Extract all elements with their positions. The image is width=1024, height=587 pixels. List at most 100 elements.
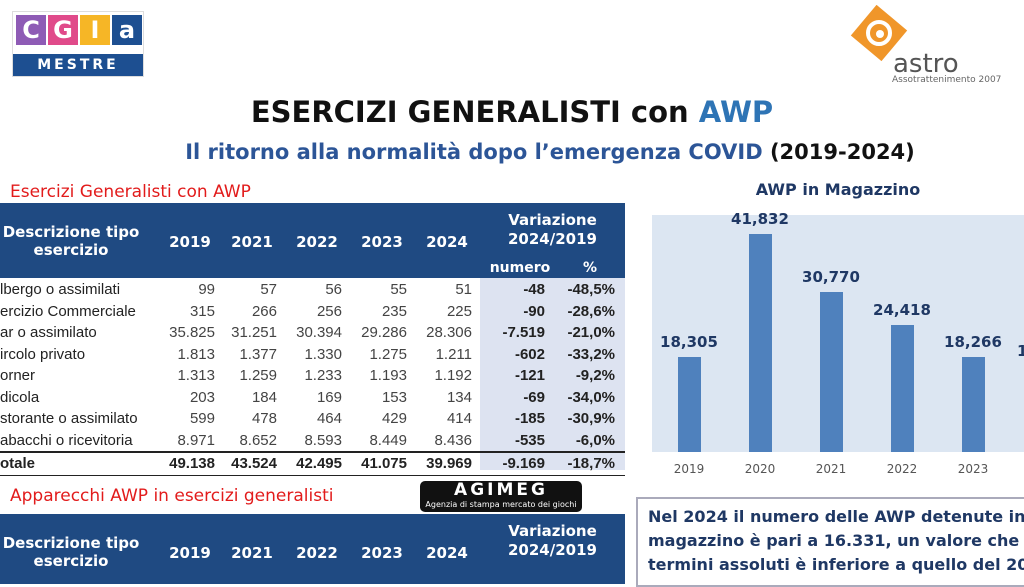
cell-value: 414 — [446, 410, 472, 427]
variation-percent: -30,9% — [567, 410, 615, 427]
cell-value: 1.330 — [304, 345, 342, 363]
cell-value: 153 — [381, 388, 407, 406]
cell-value: 203 — [189, 388, 215, 406]
variation-number: -121 — [514, 367, 545, 384]
cell-value: 43.524 — [231, 455, 277, 472]
astro-logo: astro Assotrattenimento 2007 — [845, 5, 1024, 85]
table-row: ircolo privato 1.813 1.377 1.330 1.275 1.211 -… — [0, 344, 625, 366]
cell-value: 1.275 — [369, 345, 407, 363]
variation-number: -535 — [514, 431, 545, 449]
year-header: 2019 — [169, 544, 211, 562]
variation-number: -7.519 — [502, 324, 545, 341]
variation-number: -69 — [523, 388, 545, 406]
bar-label: 18,305 — [660, 332, 718, 351]
bar-2023 — [962, 356, 985, 452]
cell-value: 35.825 — [169, 324, 215, 341]
cell-value: 169 — [316, 388, 342, 406]
cell-value: 1.192 — [434, 367, 472, 384]
variation-number: -185 — [514, 410, 545, 427]
bar-label: 41,832 — [731, 210, 789, 228]
year-header: 2023 — [361, 233, 403, 251]
cell-value: 429 — [381, 410, 407, 427]
cell-value: 8.449 — [369, 431, 407, 449]
table1-title: Esercizi Generalisti con AWP — [10, 182, 251, 202]
row-label: abacchi o ricevitoria — [0, 431, 133, 449]
total-row: otale 49.138 43.524 42.495 41.075 39.969 -9.16… — [0, 451, 625, 476]
cell-value: 55 — [390, 281, 407, 298]
cell-value: 56 — [325, 281, 342, 298]
variation-number: -602 — [514, 345, 545, 363]
page-title: ESERCIZI GENERALISTI con AWP — [250, 95, 774, 129]
cell-value: 8.436 — [434, 431, 472, 449]
bar-label: 30,770 — [802, 267, 860, 286]
variation-percent: -34,0% — [567, 388, 615, 406]
year-header: 2024 — [426, 233, 468, 251]
table2-title: Apparecchi AWP in esercizi generalisti — [10, 486, 334, 506]
cell-value: 39.969 — [426, 455, 472, 472]
bar-label: 24,418 — [873, 300, 931, 319]
variation-percent: -33,2% — [567, 345, 615, 363]
cell-value: 266 — [251, 302, 277, 320]
row-label: dicola — [0, 388, 40, 406]
cell-value: 1.193 — [369, 367, 407, 384]
bar-label-partial: 1 — [1017, 342, 1024, 360]
cell-value: 256 — [316, 302, 342, 320]
cell-value: 1.233 — [304, 367, 342, 384]
page-subtitle: Il ritorno alla normalità dopo l’emergen… — [185, 140, 915, 164]
table-row: lbergo o assimilati 99 57 56 55 51 -48 -48,5% — [0, 279, 625, 301]
table1-header: Descrizione tipo esercizio Variazione 20… — [0, 203, 625, 278]
cell-value: 8.971 — [177, 431, 215, 449]
row-label: lbergo o assimilati — [0, 281, 121, 298]
year-header: 2024 — [426, 544, 468, 562]
variation-percent: -9,2% — [575, 367, 615, 384]
note-box: Nel 2024 il numero delle AWP detenute in… — [636, 497, 1024, 587]
row-label: orner — [0, 367, 36, 384]
cell-value: 51 — [455, 281, 472, 298]
bar-label: 18,266 — [944, 332, 1002, 351]
agimeg-watermark: AGIMEG Agenzia di stampa mercato dei gio… — [420, 481, 582, 512]
cell-value: 464 — [316, 410, 342, 427]
chart-title: AWP in Magazzino — [755, 180, 921, 199]
cgia-letter-tile: C — [16, 15, 46, 45]
variation-percent: -48,5% — [567, 281, 615, 298]
cell-value: 599 — [189, 410, 215, 427]
bar-2021 — [820, 291, 843, 452]
cell-value: 225 — [446, 302, 472, 320]
variation-percent: -18,7% — [567, 455, 615, 472]
x-tick-label: 2023 — [957, 462, 989, 476]
cell-value: 184 — [251, 388, 277, 406]
cell-value: 28.306 — [426, 324, 472, 341]
astro-spiral-icon — [850, 5, 908, 62]
cell-value: 31.251 — [231, 324, 277, 341]
year-header: 2021 — [231, 233, 273, 251]
year-header: 2021 — [231, 544, 273, 562]
bar-2019 — [678, 356, 701, 452]
row-label: storante o assimilato — [0, 410, 138, 427]
cell-value: 1.259 — [239, 367, 277, 384]
cell-value: 134 — [446, 388, 472, 406]
bar-2020 — [749, 234, 772, 452]
x-tick-label: 2022 — [886, 462, 918, 476]
cgia-letter-tile: a — [112, 15, 142, 45]
variation-band — [480, 278, 625, 470]
cgia-letter-tile: I — [80, 15, 110, 45]
table-row: ercizio Commerciale 315 266 256 235 225 -90 -28… — [0, 301, 625, 323]
cell-value: 42.495 — [296, 455, 342, 472]
cell-value: 235 — [381, 302, 407, 320]
cell-value: 478 — [251, 410, 277, 427]
cell-value: 1.813 — [177, 345, 215, 363]
table-row: storante o assimilato 599 478 464 429 414 -185… — [0, 408, 625, 430]
row-label: ar o assimilato — [0, 324, 97, 341]
variation-number: -90 — [523, 302, 545, 320]
cell-value: 1.377 — [239, 345, 277, 363]
cell-value: 29.286 — [361, 324, 407, 341]
variation-percent: -21,0% — [567, 324, 615, 341]
variation-number: -9.169 — [502, 455, 545, 472]
cell-value: 57 — [260, 281, 277, 298]
cell-value: 315 — [189, 302, 215, 320]
table-row: abacchi o ricevitoria 8.971 8.652 8.593 8.44… — [0, 430, 625, 452]
year-header: 2022 — [296, 233, 338, 251]
table-row: ar o assimilato 35.825 31.251 30.394 29.286 2… — [0, 322, 625, 344]
year-header: 2019 — [169, 233, 211, 251]
